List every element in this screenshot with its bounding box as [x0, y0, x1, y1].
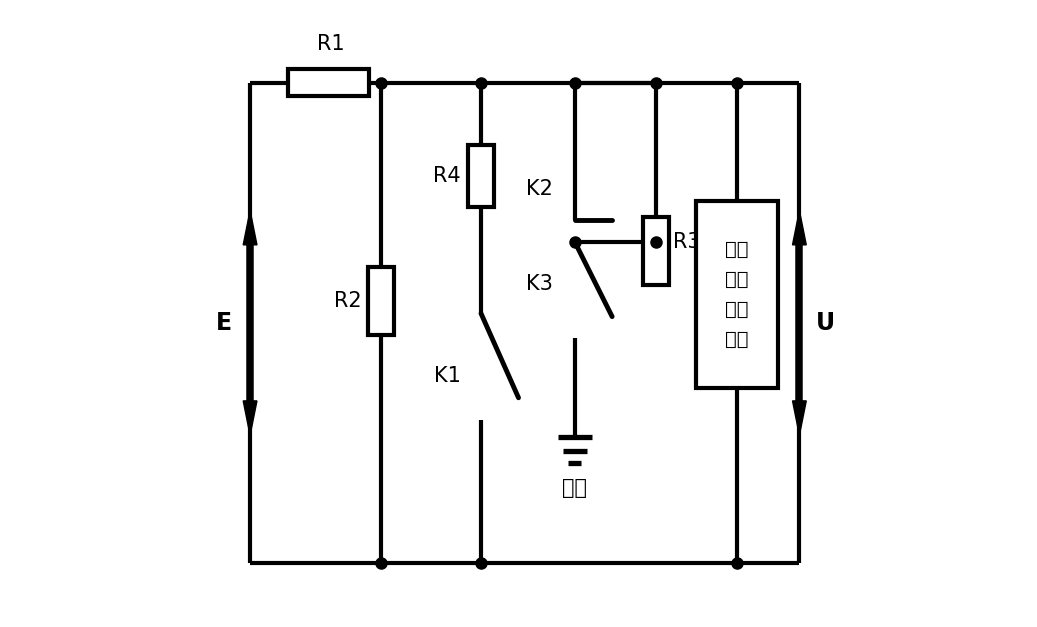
Text: R2: R2	[334, 291, 361, 311]
Polygon shape	[244, 211, 257, 245]
Text: 机壳: 机壳	[562, 478, 587, 498]
Bar	[468, 145, 495, 208]
Polygon shape	[792, 401, 806, 435]
Text: U: U	[816, 311, 835, 335]
Text: 测量: 测量	[725, 300, 749, 319]
Text: K1: K1	[435, 366, 461, 386]
Text: R3: R3	[673, 232, 701, 251]
Text: R1: R1	[317, 34, 345, 55]
Text: 电压: 电压	[725, 270, 749, 289]
Text: 采样: 采样	[725, 240, 749, 260]
Text: E: E	[216, 311, 232, 335]
Text: K3: K3	[526, 274, 553, 294]
Bar	[643, 217, 669, 285]
Polygon shape	[244, 401, 257, 435]
Text: 单元: 单元	[725, 330, 749, 349]
Text: R4: R4	[433, 166, 461, 186]
Bar	[697, 201, 778, 388]
Text: K2: K2	[526, 179, 553, 199]
Polygon shape	[792, 211, 806, 245]
Bar	[368, 266, 394, 335]
Bar	[287, 70, 369, 96]
